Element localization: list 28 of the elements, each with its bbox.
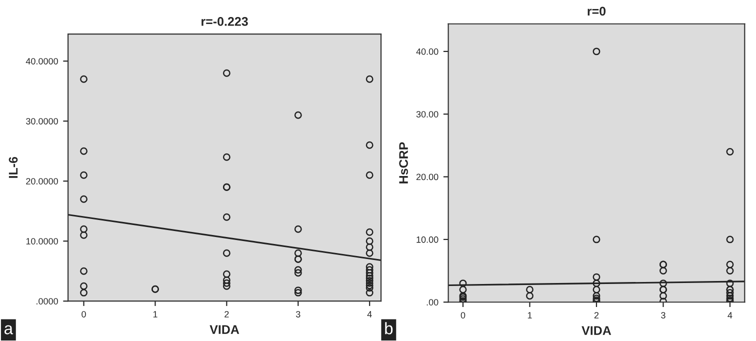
- x-tick-label: 4: [728, 312, 732, 318]
- x-tick-label: 2: [594, 312, 599, 318]
- text: b: [385, 322, 393, 334]
- y-tick-label: 20.0000: [26, 178, 58, 184]
- text: a: [4, 325, 14, 334]
- x-tick-label: 1: [153, 311, 158, 318]
- x-tick-label: 1: [528, 312, 532, 318]
- x-tick-label: 3: [661, 312, 666, 318]
- x-tick-label: 0: [82, 311, 86, 318]
- y-tick-label: .00: [426, 299, 438, 306]
- y-axis-title: IL-6: [8, 156, 18, 178]
- y-tick-label: 30.0000: [26, 118, 58, 124]
- x-tick-label: 3: [296, 311, 300, 318]
- y-tick-label: .0000: [36, 298, 58, 304]
- x-tick-label: 4: [367, 311, 372, 318]
- y-tick-label: 40.0000: [26, 58, 58, 64]
- y-axis-title: HsCRP: [399, 142, 408, 184]
- chart-title: r=0: [588, 6, 606, 16]
- x-axis-title: VIDA: [210, 325, 240, 334]
- y-tick-label: 30.00: [416, 111, 438, 118]
- y-tick-label: 20.00: [416, 174, 438, 180]
- chart-title: r=-0.223: [202, 17, 248, 26]
- x-tick-label: 2: [224, 311, 229, 318]
- y-tick-label: 10.00: [416, 236, 438, 243]
- y-tick-label: 40.00: [416, 48, 438, 55]
- y-tick-label: 10.0000: [26, 238, 58, 244]
- x-axis-title: VIDA: [582, 326, 612, 335]
- x-tick-label: 0: [460, 312, 466, 318]
